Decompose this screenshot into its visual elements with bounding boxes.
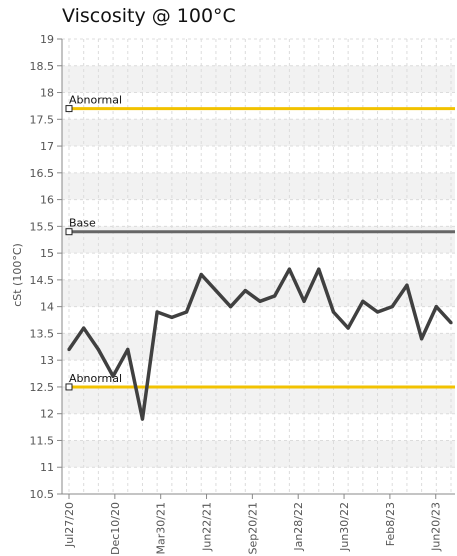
reference-marker xyxy=(65,228,73,236)
y-tick-label: 17.5 xyxy=(30,113,55,126)
data-point xyxy=(287,267,291,271)
data-point xyxy=(96,347,100,352)
data-point xyxy=(258,299,262,303)
data-point xyxy=(67,347,71,352)
grid-band xyxy=(62,119,455,147)
data-point xyxy=(420,337,424,341)
reference-label: Abnormal xyxy=(69,94,122,107)
reference-label: Abnormal xyxy=(69,372,122,385)
grid-band xyxy=(62,333,455,361)
data-point xyxy=(243,288,247,293)
x-tick-label: Jul27/20 xyxy=(63,502,76,548)
x-tick-label: Dec10/20 xyxy=(109,502,122,555)
y-tick-label: 11.5 xyxy=(30,434,55,447)
y-tick-label: 12.5 xyxy=(30,381,55,394)
y-tick-label: 13 xyxy=(40,354,54,367)
y-tick-label: 15 xyxy=(40,247,54,260)
y-tick-label: 12 xyxy=(40,408,54,421)
data-point xyxy=(317,267,321,271)
data-point xyxy=(111,374,115,378)
y-tick-label: 11 xyxy=(40,461,54,474)
data-point xyxy=(214,288,218,293)
grid-band xyxy=(62,386,455,414)
y-tick-label: 15.5 xyxy=(30,220,55,233)
x-axis: Jul27/20 Dec10/20 Mar30/21 Jun22/21 Sep20/21… xyxy=(62,493,455,555)
data-point xyxy=(155,310,159,314)
data-point xyxy=(199,272,203,277)
reference-marker xyxy=(65,383,73,391)
y-tick-label: 10.5 xyxy=(30,488,55,501)
data-point xyxy=(184,310,189,314)
data-series xyxy=(67,267,453,421)
x-tick-label: Sep20/21 xyxy=(246,502,259,554)
data-point xyxy=(390,305,394,309)
data-point xyxy=(273,294,277,298)
x-tick-label: Mar30/21 xyxy=(155,502,168,554)
reference-lines: Abnormal Base Abnormal xyxy=(65,94,455,391)
y-tick-label: 17 xyxy=(40,140,54,153)
x-tick-label: Jun20/23 xyxy=(430,502,443,552)
grid-lines xyxy=(62,38,455,495)
x-tick-label: Feb8/23 xyxy=(384,502,397,546)
data-point xyxy=(82,326,86,330)
x-tick-label: Jun30/22 xyxy=(338,502,351,552)
chart-title: Viscosity @ 100°C xyxy=(62,5,236,27)
data-point xyxy=(449,321,453,325)
y-tick-label: 13.5 xyxy=(30,327,55,340)
y-tick-label: 16 xyxy=(40,194,54,207)
data-point xyxy=(375,310,380,314)
data-point xyxy=(331,310,336,314)
data-point xyxy=(126,347,130,352)
data-point xyxy=(302,299,306,303)
data-point xyxy=(434,305,438,309)
data-point xyxy=(229,305,233,309)
y-tick-label: 19 xyxy=(40,33,54,46)
y-tick-label: 18 xyxy=(40,87,54,100)
x-tick-label: Jan28/22 xyxy=(292,502,305,552)
data-point xyxy=(405,283,409,287)
x-tick-label: Jun22/21 xyxy=(201,502,214,552)
y-axis-label: cSt (100°C) xyxy=(11,243,24,307)
y-tick-label: 14.5 xyxy=(30,274,55,287)
data-point xyxy=(170,315,174,319)
data-point xyxy=(361,299,365,303)
plot-background-bands xyxy=(62,65,455,468)
reference-label: Base xyxy=(69,217,96,230)
data-point xyxy=(346,326,350,330)
grid-band xyxy=(62,65,455,93)
grid-band xyxy=(62,172,455,200)
y-tick-label: 16.5 xyxy=(30,167,55,180)
y-axis: 10.5 11 11.5 12 12.5 13 13.5 14 14.5 15 15.5 16 16.5… xyxy=(30,33,63,501)
y-tick-label: 18.5 xyxy=(30,60,55,73)
y-tick-label: 14 xyxy=(40,301,54,314)
reference-marker xyxy=(65,105,73,113)
grid-band xyxy=(62,440,455,468)
data-point xyxy=(140,417,145,421)
